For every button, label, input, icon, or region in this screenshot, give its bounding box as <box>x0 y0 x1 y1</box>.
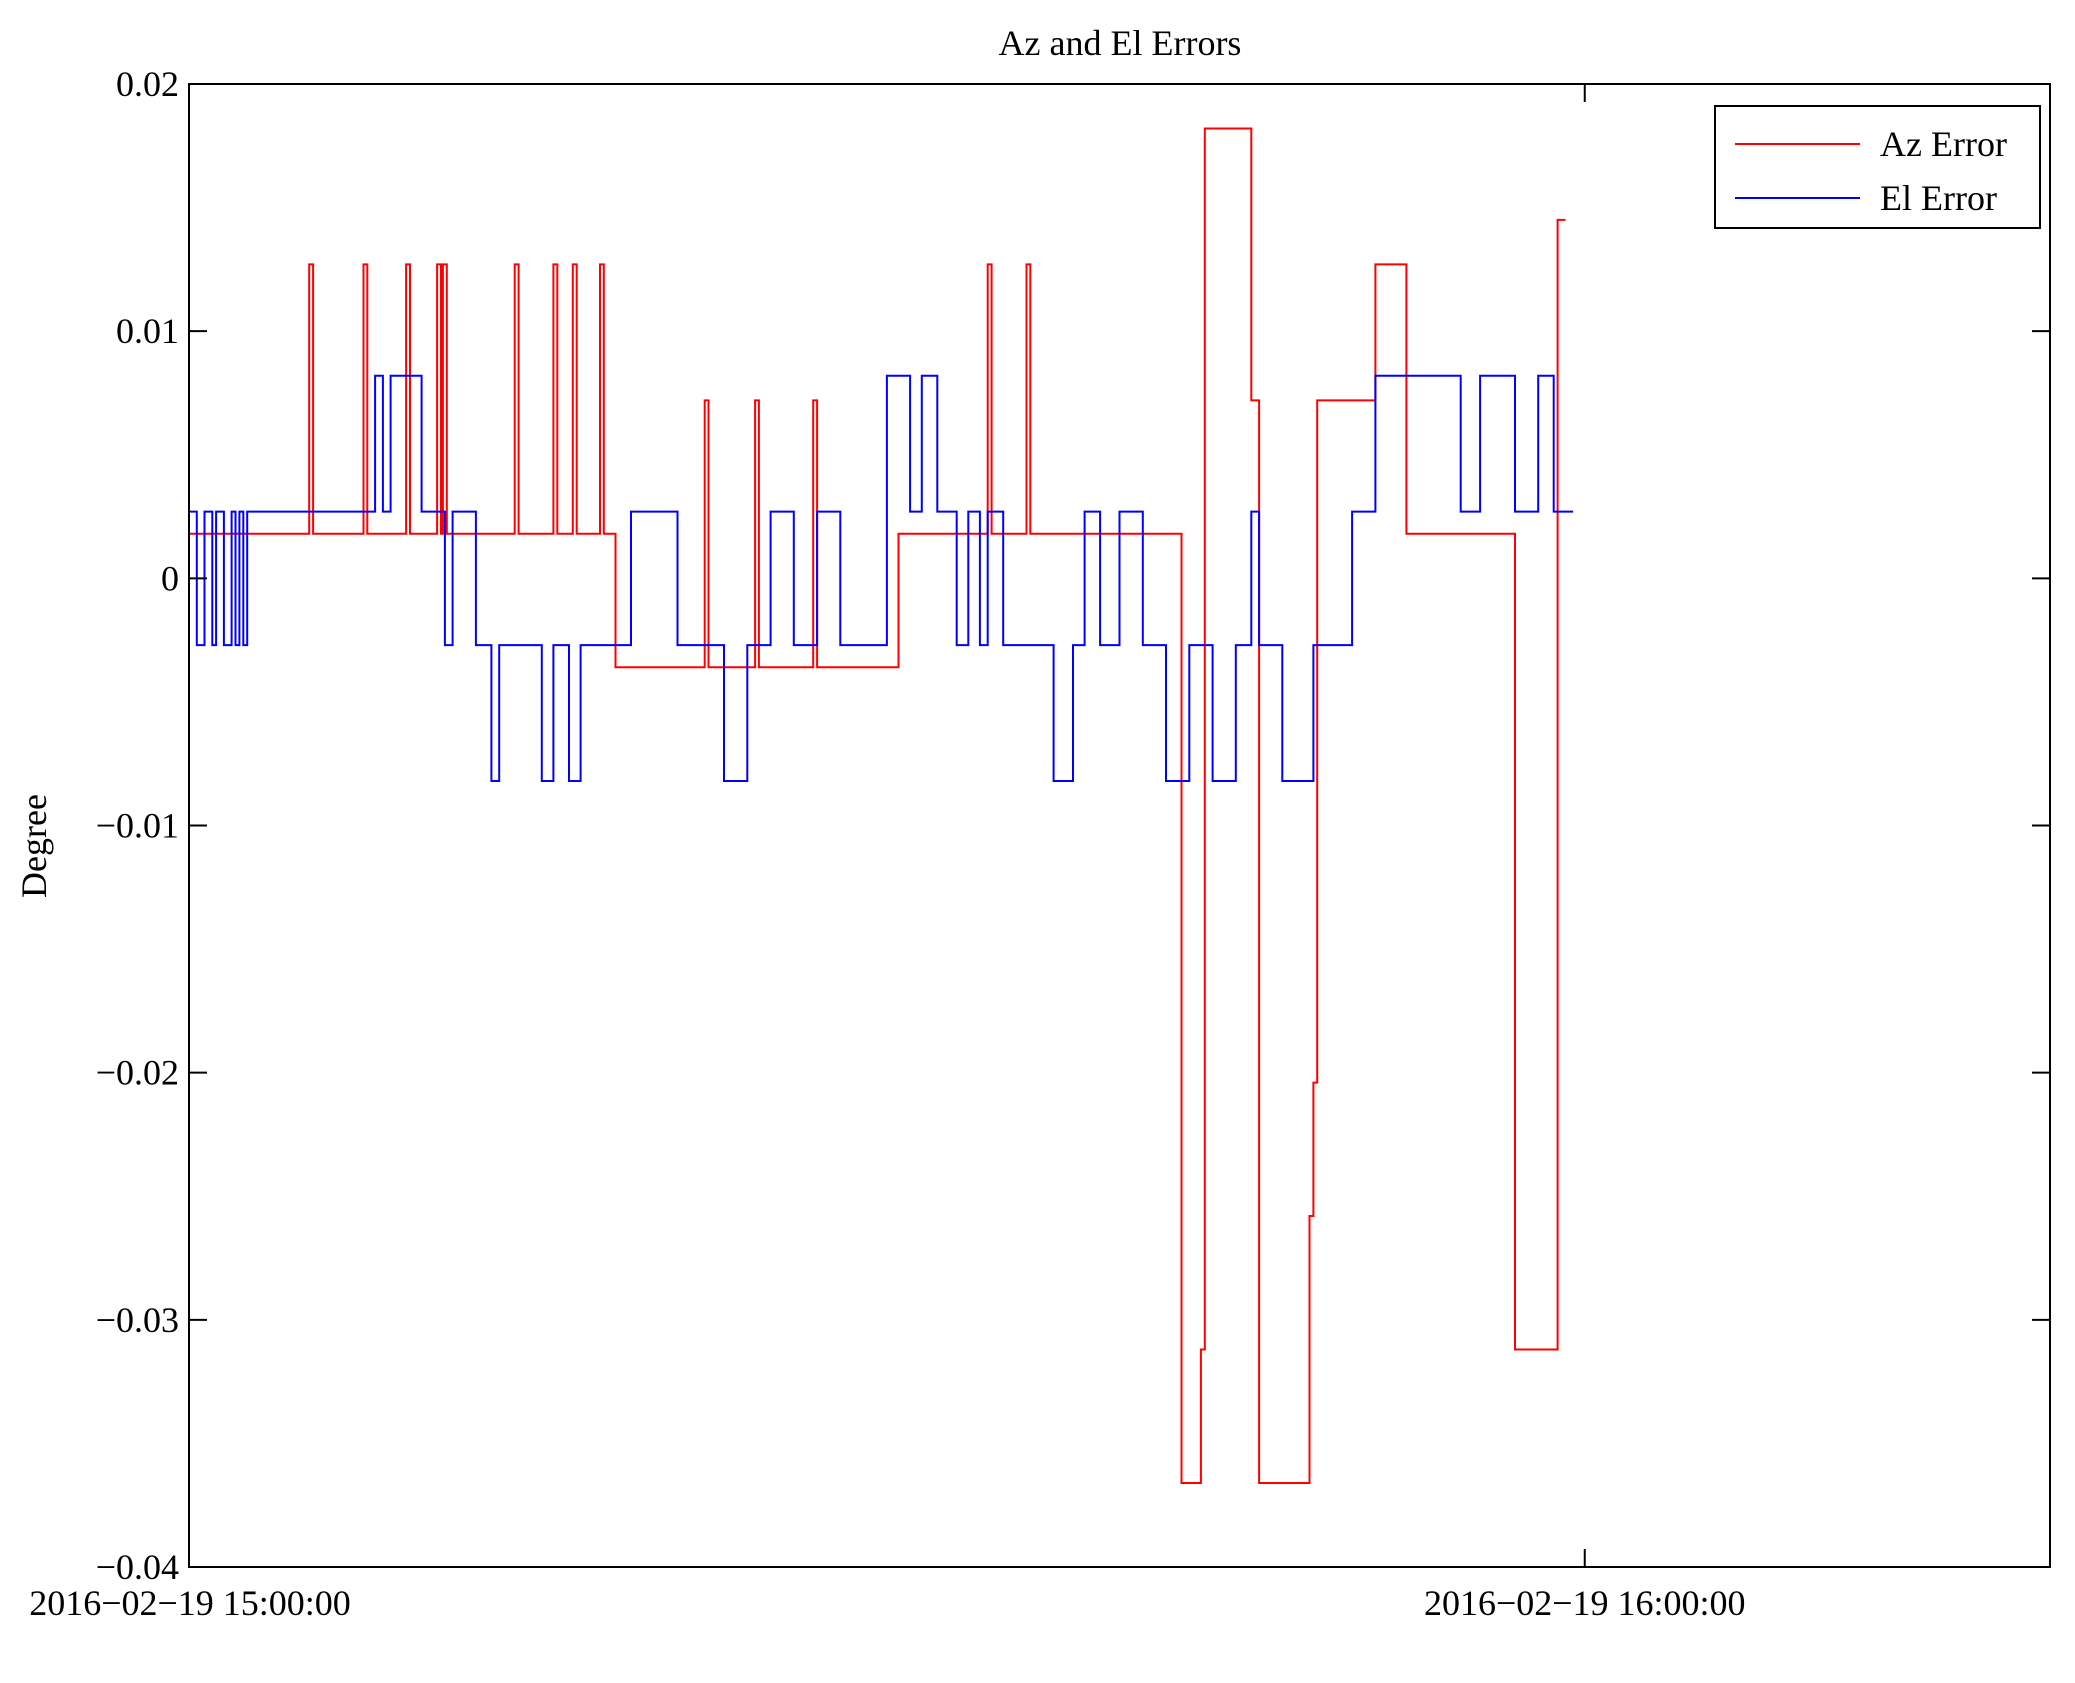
y-tick-label: −0.01 <box>96 806 179 846</box>
y-tick-label: 0.02 <box>116 64 179 104</box>
series-line-az-error <box>189 127 1566 1484</box>
plot-area <box>189 84 2050 1567</box>
series-layer <box>189 127 1574 1484</box>
series-line-el-error <box>189 374 1574 782</box>
y-tick-label: −0.04 <box>96 1547 179 1587</box>
y-tick-label: −0.03 <box>96 1300 179 1340</box>
legend-label-az: Az Error <box>1880 124 2007 164</box>
x-tick-label: 2016−02−19 15:00:00 <box>29 1583 351 1623</box>
y-tick-label: −0.02 <box>96 1053 179 1093</box>
legend: Az Error El Error <box>1714 105 2041 229</box>
y-axis-label: Degree <box>14 794 54 898</box>
legend-box <box>1714 105 2041 229</box>
chart-title: Az and El Errors <box>999 23 1242 63</box>
y-tick-label: 0 <box>161 558 179 598</box>
x-tick-label: 2016−02−19 16:00:00 <box>1424 1583 1746 1623</box>
y-tick-label: 0.01 <box>116 311 179 351</box>
ticks-layer: 0.020.010−0.01−0.02−0.03−0.042016−02−19 … <box>29 64 2050 1623</box>
legend-label-el: El Error <box>1880 178 1997 218</box>
